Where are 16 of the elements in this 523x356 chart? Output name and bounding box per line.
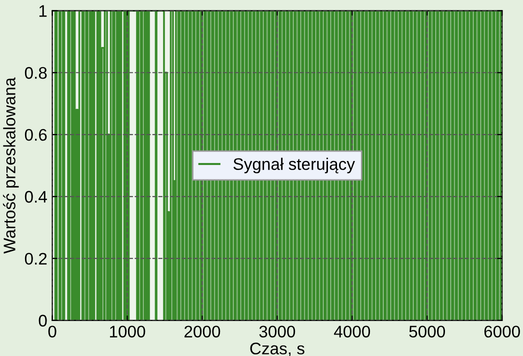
y-tick-label: 0.4 (24, 190, 47, 203)
y-tick-label: 0.8 (24, 67, 47, 79)
x-tick-label: 6000 (484, 326, 520, 338)
y-axis-title: Wartość przeskalowana (2, 77, 19, 254)
x-tick-label: 4000 (334, 326, 370, 338)
y-tick-label: 0 (38, 314, 47, 327)
x-tick-label: 3000 (259, 326, 296, 338)
legend-label: Sygnał sterujący (233, 158, 355, 174)
x-tick-label: 5000 (409, 326, 446, 338)
y-tick-label: 0.2 (24, 252, 47, 265)
x-tick-label: 1000 (110, 326, 146, 338)
x-tick-label: 2000 (184, 326, 220, 338)
y-tick-label: 1 (39, 5, 47, 17)
x-axis-title: Czas, s (250, 342, 304, 356)
y-tick-label: 0.6 (24, 128, 47, 141)
x-tick-label: 0 (48, 326, 56, 338)
